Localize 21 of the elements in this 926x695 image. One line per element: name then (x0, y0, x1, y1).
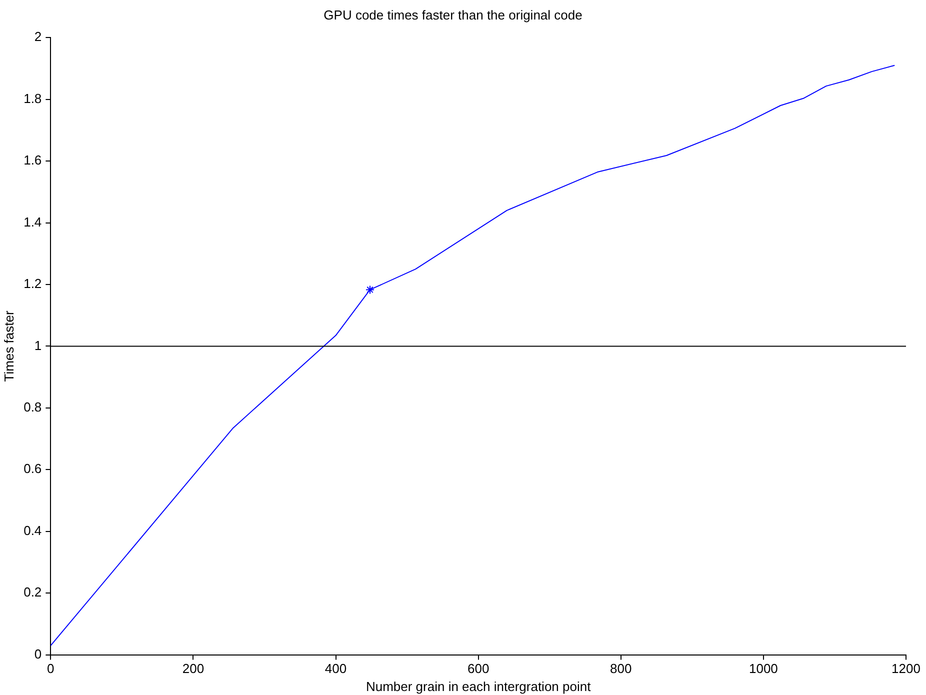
chart-title: GPU code times faster than the original code (324, 7, 582, 22)
y-tick-label: 0.8 (24, 400, 42, 414)
y-tick-label: 0 (34, 646, 42, 662)
x-tick-label: 400 (324, 661, 347, 676)
x-tick-label: 1200 (892, 661, 920, 676)
x-tick-label: 1000 (748, 661, 778, 676)
x-tick-label: 800 (610, 661, 632, 676)
x-axis-title: Number grain in each intergration point (366, 678, 592, 694)
y-tick-label: 1.8 (24, 90, 42, 106)
y-tick-label: 1.2 (24, 276, 42, 292)
y-tick-label: 1.4 (24, 214, 42, 230)
x-tick-label: 600 (467, 661, 490, 676)
y-tick-label: 0.4 (24, 522, 42, 538)
y-tick-label: 1.6 (24, 152, 42, 168)
x-tick-label: 200 (182, 661, 204, 676)
y-tick-label: 1 (34, 338, 42, 353)
y-axis-title: Times faster (1, 310, 16, 382)
y-tick-label: 2 (34, 29, 42, 44)
x-tick-label: 0 (47, 661, 54, 676)
y-tick-label: 0.2 (24, 584, 42, 600)
y-tick-label: 0.6 (24, 461, 42, 476)
